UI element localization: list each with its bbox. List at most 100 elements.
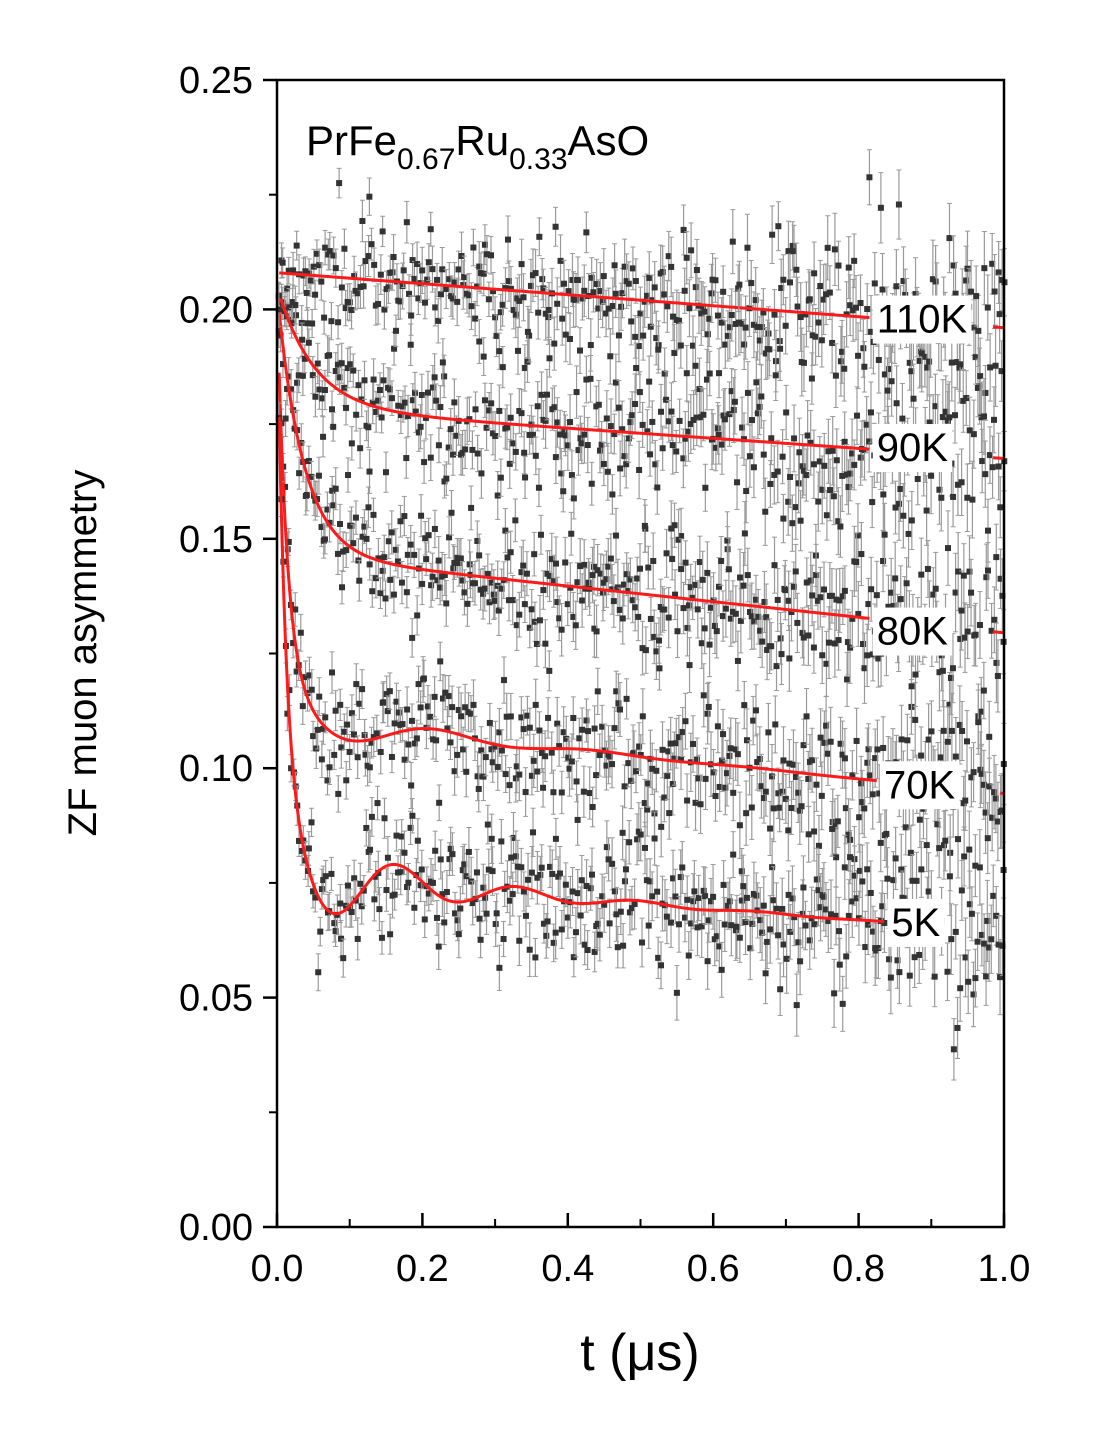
data-point [478, 470, 485, 477]
data-point [686, 305, 693, 312]
data-point [614, 584, 621, 591]
data-point [353, 681, 360, 688]
data-point [924, 364, 931, 371]
data-point [816, 458, 823, 465]
data-point [782, 587, 789, 594]
data-point [835, 518, 842, 525]
data-point [908, 517, 915, 524]
data-point [524, 328, 531, 335]
data-point [310, 733, 317, 740]
data-point [461, 589, 468, 596]
data-point [579, 597, 586, 604]
data-point [540, 285, 547, 292]
data-point [399, 283, 406, 290]
data-point [617, 465, 624, 472]
data-point [939, 414, 946, 421]
data-point [668, 408, 675, 415]
data-point [365, 504, 372, 511]
data-point [794, 619, 801, 626]
data-point [562, 432, 569, 439]
data-point [685, 602, 692, 609]
data-point [892, 575, 899, 582]
data-point [497, 309, 504, 316]
data-point [841, 365, 848, 372]
data-point [375, 555, 382, 562]
data-point [994, 672, 1001, 679]
data-point [498, 747, 505, 754]
data-point [533, 640, 540, 647]
data-point [671, 522, 678, 529]
data-point [596, 447, 603, 454]
data-point [694, 606, 701, 613]
data-point [823, 512, 830, 519]
data-point [566, 765, 573, 772]
data-point [466, 416, 473, 423]
data-point [693, 414, 700, 421]
data-point [647, 451, 654, 458]
data-point [603, 762, 610, 769]
data-point [597, 570, 604, 577]
data-point [330, 502, 337, 509]
data-point [732, 320, 739, 327]
data-point [474, 537, 481, 544]
data-point [302, 674, 309, 681]
data-point [640, 332, 647, 339]
data-point [869, 499, 876, 506]
data-point [557, 431, 564, 438]
data-point [552, 835, 559, 842]
data-point [655, 637, 662, 644]
data-point [375, 300, 382, 307]
data-point [771, 311, 778, 318]
data-point [923, 507, 930, 514]
data-point [637, 565, 644, 572]
data-point [706, 315, 713, 322]
data-point [302, 268, 309, 275]
data-point [570, 613, 577, 620]
data-point [353, 411, 360, 418]
data-point [600, 579, 607, 586]
data-point [928, 472, 935, 479]
data-point [720, 412, 727, 419]
data-point [768, 643, 775, 650]
data-point [462, 446, 469, 453]
data-point [503, 424, 510, 431]
data-point [689, 594, 696, 601]
data-point [386, 386, 393, 393]
data-point [339, 584, 346, 591]
data-point [663, 396, 670, 403]
data-point [780, 276, 787, 283]
data-point [899, 415, 906, 422]
data-point [585, 579, 592, 586]
data-point [454, 554, 461, 561]
data-point [492, 314, 499, 321]
data-point [988, 627, 995, 634]
data-point [392, 546, 399, 553]
data-point [632, 604, 639, 611]
data-point [512, 311, 519, 318]
data-point [897, 485, 904, 492]
data-point [868, 328, 875, 335]
data-point [546, 306, 553, 313]
data-point [737, 617, 744, 624]
data-point [522, 474, 529, 481]
data-point [512, 775, 519, 782]
data-point [409, 257, 416, 264]
data-point [674, 628, 681, 635]
data-point [952, 589, 959, 596]
data-point [832, 372, 839, 379]
data-point [877, 204, 884, 211]
data-point [439, 695, 446, 702]
data-point [780, 515, 787, 522]
data-point [420, 675, 427, 682]
data-point [684, 624, 691, 631]
data-point [629, 597, 636, 604]
data-point [447, 739, 454, 746]
data-point [383, 691, 390, 698]
data-point [418, 391, 425, 398]
data-point [706, 370, 713, 377]
data-point [359, 533, 366, 540]
data-point [999, 592, 1006, 599]
data-point [446, 534, 453, 541]
data-point [669, 442, 676, 449]
data-point [895, 201, 902, 208]
